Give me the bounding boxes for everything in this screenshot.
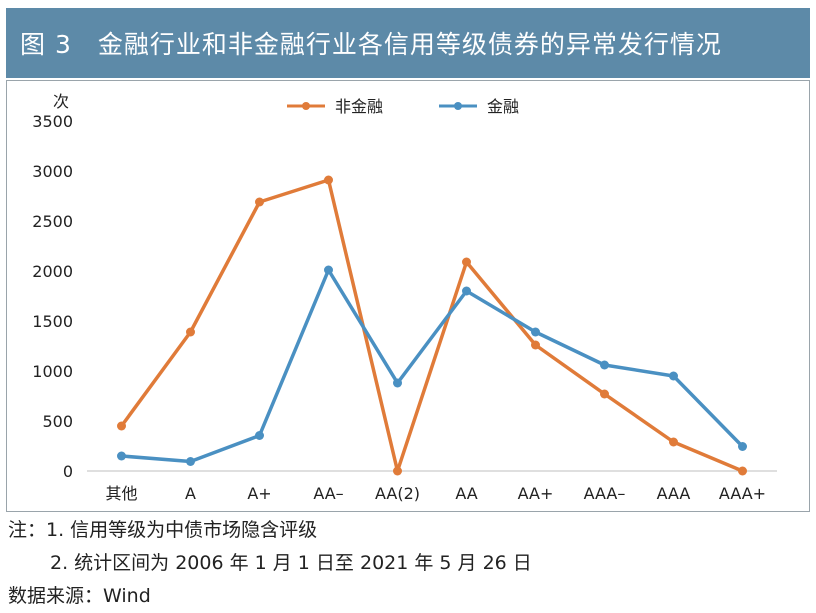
data-point <box>186 327 195 337</box>
data-point <box>255 197 264 207</box>
legend: 非金融 金融 <box>287 97 519 116</box>
data-point <box>186 457 195 466</box>
y-tick-label: 500 <box>42 412 73 431</box>
series-line <box>119 268 745 464</box>
data-point <box>600 360 609 370</box>
y-tick-label: 3500 <box>32 112 73 131</box>
y-tick-label: 2000 <box>32 262 73 281</box>
legend-label: 非金融 <box>335 97 383 116</box>
data-point <box>117 421 126 431</box>
data-point <box>600 389 609 399</box>
note-2: 2. 统计区间为 2006 年 1 月 1 日至 2021 年 5 月 26 日 <box>50 552 532 574</box>
series-金融 <box>117 265 747 466</box>
x-tick-label: 其他 <box>105 484 137 503</box>
data-point <box>531 327 540 337</box>
data-point <box>255 431 264 440</box>
note-1: 注：1. 信用等级为中债市场隐含评级 <box>8 519 318 541</box>
data-point <box>462 286 471 296</box>
data-point <box>738 466 747 476</box>
legend-label: 金融 <box>487 97 519 116</box>
y-axis: 次 0 500 1000 1500 2000 2500 3000 3500 <box>32 92 73 481</box>
y-tick-label: 1000 <box>32 362 73 381</box>
y-tick-label: 0 <box>63 462 73 481</box>
title-banner: 图 3 金融行业和非金融行业各信用等级债券的异常发行情况 <box>6 8 810 78</box>
y-tick-label: 1500 <box>32 312 73 331</box>
chart-notes: 注：1. 信用等级为中债市场隐含评级 2. 统计区间为 2006 年 1 月 1… <box>8 514 808 613</box>
x-tick-label: AA(2) <box>375 484 420 503</box>
y-tick-label: 2500 <box>32 212 73 231</box>
x-tick-label: AAA <box>657 484 691 503</box>
data-point <box>669 437 678 447</box>
x-tick-label: A+ <box>247 484 271 503</box>
x-tick-label: AAA+ <box>719 484 766 503</box>
chart-frame: 次 0 500 1000 1500 2000 2500 3000 3500 其他 A A+ AA– AA… <box>6 80 810 512</box>
x-tick-label: AA+ <box>518 484 554 503</box>
x-tick-label: A <box>185 484 196 503</box>
y-tick-label: 3000 <box>32 162 73 181</box>
x-tick-label: AAA– <box>584 484 626 503</box>
data-point <box>531 340 540 350</box>
data-point <box>117 451 126 461</box>
y-axis-unit-label: 次 <box>53 92 69 111</box>
legend-marker <box>454 102 462 110</box>
data-point <box>462 257 471 267</box>
data-point <box>738 442 747 451</box>
data-point <box>393 378 402 388</box>
chart-title: 图 3 金融行业和非金融行业各信用等级债券的异常发行情况 <box>20 30 722 59</box>
data-point <box>393 466 402 476</box>
data-point <box>669 371 678 381</box>
series-layer <box>117 175 747 476</box>
legend-marker <box>302 102 310 110</box>
data-point <box>324 175 333 185</box>
legend-item: 金融 <box>439 97 519 116</box>
series-非金融 <box>117 175 747 476</box>
x-tick-label: AA– <box>313 484 343 503</box>
data-source: 数据来源：Wind <box>8 585 151 607</box>
data-point <box>324 265 333 275</box>
x-tick-label: AA <box>455 484 477 503</box>
series-line <box>119 178 745 473</box>
legend-item: 非金融 <box>287 97 383 116</box>
x-axis: 其他 A A+ AA– AA(2) AA AA+ AAA– AAA AAA+ <box>87 470 777 503</box>
